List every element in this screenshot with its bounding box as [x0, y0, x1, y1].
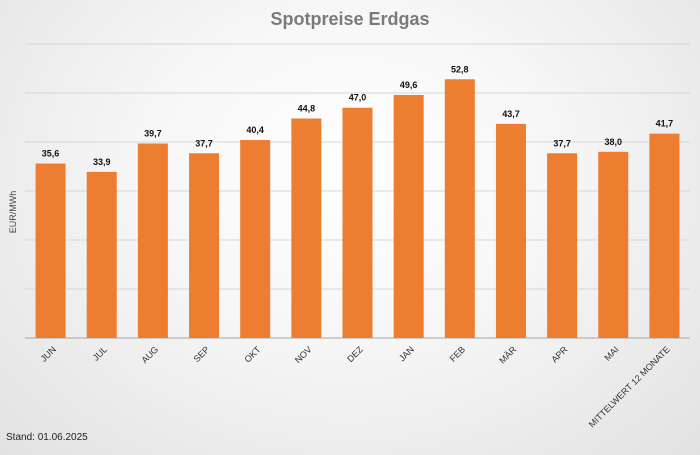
bar — [495, 123, 526, 339]
bar-value-label: 37,7 — [553, 138, 571, 148]
bar — [547, 153, 578, 338]
bar — [291, 118, 322, 338]
bar — [137, 143, 168, 338]
category-label: AUG — [139, 344, 160, 365]
category-label: MAI — [602, 344, 620, 362]
bar — [86, 171, 117, 338]
bar-value-label: 35,6 — [42, 149, 60, 159]
bar — [393, 94, 424, 339]
category-label: MÄR — [497, 344, 519, 366]
category-label: APR — [549, 344, 570, 365]
bar-value-label: 52,8 — [451, 64, 469, 74]
bar-value-label: 38,0 — [605, 137, 623, 147]
category-label: MITTELWERT 12 MONATE — [587, 344, 672, 429]
bar-value-label: 47,0 — [349, 93, 367, 103]
category-label: FEB — [448, 344, 467, 363]
bar — [240, 140, 271, 338]
bar — [649, 133, 680, 338]
bar-value-label: 39,7 — [144, 128, 162, 138]
category-label: JUL — [91, 344, 109, 362]
bar-value-label: 49,6 — [400, 80, 418, 90]
category-label: NOV — [293, 344, 314, 365]
stand-date-note: Stand: 01.06.2025 — [6, 432, 88, 443]
bar-value-label: 41,7 — [656, 119, 674, 129]
category-label: JAN — [397, 344, 416, 363]
category-label: DEZ — [345, 344, 365, 364]
chart-title: Spotpreise Erdgas — [270, 9, 430, 29]
bar-value-label: 44,8 — [298, 103, 316, 113]
bar — [342, 107, 373, 338]
bar-value-label: 37,7 — [195, 138, 213, 148]
category-label: SEP — [192, 344, 212, 364]
category-label: JUN — [39, 344, 58, 363]
bar — [444, 79, 475, 338]
bar-value-label: 33,9 — [93, 157, 111, 167]
bar-value-label: 40,4 — [246, 125, 264, 135]
bar — [189, 153, 220, 338]
bar — [35, 163, 66, 338]
bar-value-label: 43,7 — [502, 109, 520, 119]
category-label: OKT — [242, 344, 263, 365]
bar — [598, 151, 629, 338]
